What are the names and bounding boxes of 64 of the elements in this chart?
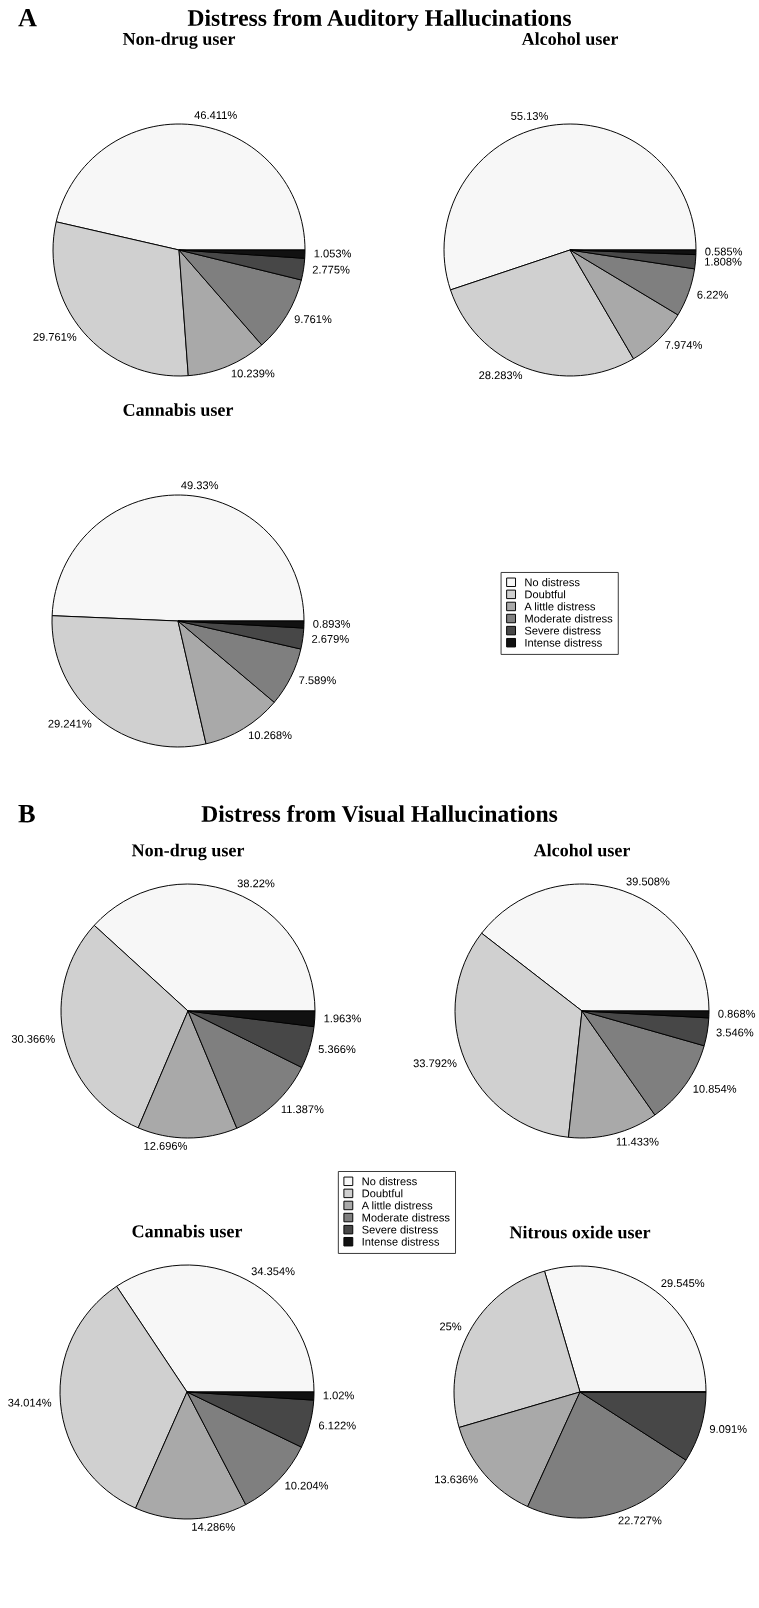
data-label: 9.091%	[709, 1425, 747, 1433]
data-label: 3.546%	[716, 1028, 754, 1037]
data-label: 25%	[439, 1322, 462, 1331]
data-label: 6.122%	[319, 1421, 356, 1430]
chart-title: Cannabis user	[132, 1224, 243, 1238]
data-label: 1.963%	[324, 1014, 361, 1023]
data-label: 11.387%	[281, 1105, 324, 1114]
legend-label: Severe distress	[362, 1225, 438, 1234]
legend-label: Doubtful	[525, 590, 566, 599]
data-label: 7.974%	[665, 341, 703, 349]
legend-label: Intense distress	[525, 638, 602, 647]
data-label: 0.585%	[705, 247, 743, 256]
data-label: 2.679%	[312, 634, 349, 643]
data-label: 12.696%	[144, 1142, 188, 1150]
data-label: 33.792%	[413, 1059, 457, 1068]
data-label: 14.286%	[192, 1522, 235, 1531]
data-label: 0.893%	[313, 619, 351, 628]
data-label: 10.854%	[693, 1084, 737, 1093]
data-label: 10.204%	[285, 1481, 329, 1490]
chart-title: Alcohol user	[521, 32, 619, 46]
data-label: 5.366%	[318, 1045, 356, 1054]
data-label: 7.589%	[299, 676, 336, 685]
legend-label: Severe distress	[524, 626, 601, 635]
legend-label: No distress	[525, 578, 580, 587]
text: Distress from Visual Hallucinations	[201, 805, 558, 823]
data-label: 34.354%	[251, 1267, 295, 1276]
legend-label: A little distress	[524, 602, 596, 611]
data-label: 39.508%	[626, 877, 670, 886]
chart-title: Non-drug user	[131, 843, 245, 861]
legend-label: Moderate distress	[525, 614, 613, 623]
chart-title: Alcohol user	[533, 843, 631, 857]
data-label: 38.22%	[237, 879, 275, 888]
data-label: 29.545%	[661, 1279, 705, 1288]
data-label: 9.761%	[294, 315, 332, 324]
legend-label: No distress	[362, 1177, 417, 1186]
data-label: 29.761%	[33, 332, 77, 341]
chart-title: Non-drug user	[122, 32, 236, 49]
data-label: 0.868%	[718, 1009, 756, 1018]
data-label: 13.636%	[435, 1475, 478, 1484]
legend-label: Moderate distress	[362, 1213, 450, 1222]
data-label: 6.22%	[697, 290, 728, 299]
chart-title: Cannabis user	[123, 403, 234, 417]
data-label: 46.411%	[194, 111, 237, 120]
data-label: 1.808%	[705, 257, 742, 266]
data-label: 34.014%	[8, 1398, 52, 1407]
data-label: 22.727%	[618, 1516, 662, 1525]
data-label: 30.366%	[11, 1034, 55, 1043]
legend-label: A little distress	[361, 1201, 433, 1210]
data-label: 28.283%	[479, 371, 523, 380]
data-label: 49.33%	[181, 481, 219, 490]
legend-label: Doubtful	[362, 1189, 403, 1198]
chart-title: Nitrous oxide user	[509, 1225, 651, 1239]
data-label: 10.268%	[248, 731, 292, 740]
text: A	[18, 8, 37, 27]
text: Distress from Auditory Hallucinations	[187, 9, 572, 31]
text: B	[18, 805, 35, 823]
data-label: 1.053%	[314, 249, 352, 258]
data-label: 11.433%	[616, 1137, 659, 1146]
data-label: 10.239%	[231, 369, 275, 378]
data-label: 55.13%	[511, 112, 548, 120]
data-label: 29.241%	[48, 719, 92, 728]
data-label: 2.775%	[312, 265, 350, 274]
legend-label: Intense distress	[362, 1237, 440, 1246]
data-label: 1.02%	[323, 1391, 354, 1400]
